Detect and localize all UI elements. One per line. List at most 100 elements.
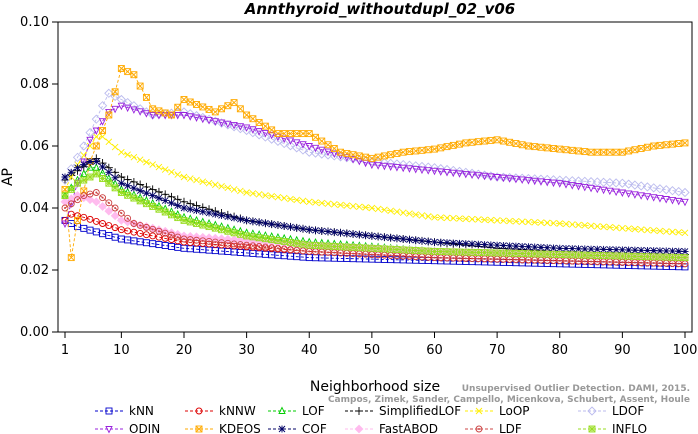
data-point [74, 179, 81, 187]
data-point [449, 169, 458, 178]
data-point [135, 104, 145, 114]
data-point [524, 243, 532, 251]
data-point [667, 186, 678, 196]
data-point [424, 167, 432, 175]
series-ODIN [61, 102, 689, 229]
data-point [92, 170, 100, 178]
y-tick-label: 0.02 [20, 263, 49, 278]
data-point [80, 192, 88, 200]
data-point [330, 145, 338, 152]
data-point [556, 244, 564, 252]
data-point [337, 229, 345, 237]
data-point [249, 126, 257, 134]
data-point [587, 184, 595, 193]
data-point [374, 233, 382, 241]
data-point [337, 243, 345, 251]
data-point [249, 217, 257, 225]
data-point [431, 213, 438, 221]
data-point [211, 118, 220, 126]
data-point [343, 229, 351, 237]
data-point [299, 130, 307, 138]
data-point [487, 241, 495, 249]
data-point [650, 253, 658, 261]
data-point [129, 177, 138, 186]
data-point [180, 216, 188, 224]
data-point [562, 220, 570, 228]
data-point [287, 238, 294, 246]
legend-item-INFLO: INFLO [578, 422, 647, 434]
legend-marker [588, 425, 596, 433]
data-point [136, 180, 145, 189]
data-point [537, 219, 545, 226]
data-point [174, 214, 182, 222]
data-point [180, 173, 188, 181]
data-point [524, 250, 532, 258]
y-tick-label: 0.10 [20, 15, 49, 30]
data-point [230, 214, 238, 222]
data-point [631, 191, 639, 199]
data-point [305, 198, 313, 206]
data-point [531, 218, 539, 226]
data-point [606, 246, 614, 254]
data-point [643, 246, 651, 254]
data-point [643, 193, 652, 201]
data-point [637, 246, 645, 254]
data-point [487, 173, 495, 181]
data-point [405, 236, 413, 244]
data-point [612, 188, 620, 197]
data-point [418, 212, 426, 219]
data-point [312, 199, 319, 206]
data-point [142, 200, 150, 208]
data-point [468, 240, 476, 248]
data-point [123, 104, 132, 113]
data-point [462, 139, 470, 147]
data-point [587, 245, 595, 253]
legend-item-KDEOS: KDEOS [185, 422, 261, 434]
data-point [243, 216, 251, 224]
data-point [293, 196, 301, 204]
data-point [598, 177, 609, 187]
data-point [67, 210, 75, 218]
data-point [623, 179, 634, 189]
data-point [292, 139, 301, 147]
data-point [174, 202, 182, 210]
data-point [630, 180, 640, 190]
data-point [449, 239, 457, 247]
data-point [193, 220, 200, 227]
data-point [117, 189, 125, 196]
data-point [423, 162, 433, 172]
data-point [487, 216, 495, 224]
data-point [255, 218, 263, 226]
data-point [599, 186, 608, 195]
data-point [681, 229, 689, 237]
data-point [61, 204, 69, 212]
data-point [67, 185, 75, 193]
data-point [493, 241, 501, 249]
data-point [481, 216, 488, 224]
data-point [437, 168, 445, 176]
data-point [380, 162, 389, 171]
data-point [675, 253, 683, 261]
data-point [368, 204, 376, 212]
data-point [456, 215, 463, 222]
data-point [98, 118, 107, 126]
data-point [617, 178, 628, 188]
data-point [123, 217, 133, 227]
data-point [318, 199, 326, 207]
y-tick-label: 0.08 [20, 77, 49, 92]
data-point [437, 238, 445, 246]
data-point [481, 249, 489, 257]
data-point [186, 205, 194, 213]
data-point [537, 143, 545, 151]
data-point [211, 224, 219, 232]
data-point [249, 190, 257, 197]
data-point [675, 247, 683, 255]
data-point [305, 130, 313, 138]
data-point [330, 200, 338, 208]
data-point [105, 168, 113, 176]
data-point [587, 251, 595, 259]
data-point [418, 237, 426, 245]
data-point [606, 187, 614, 196]
data-point [136, 108, 144, 116]
data-point [74, 223, 81, 231]
